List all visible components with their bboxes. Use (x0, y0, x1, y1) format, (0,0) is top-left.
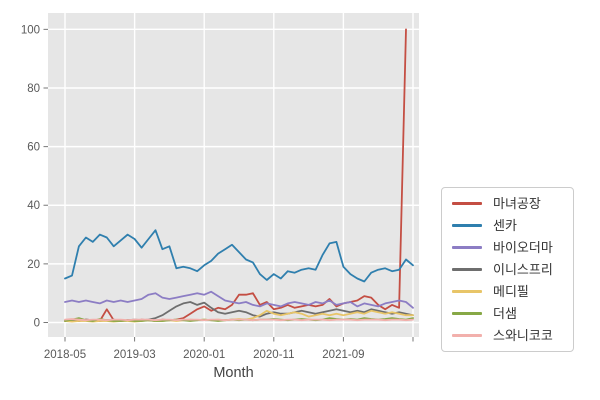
legend-label: 이니스프리 (493, 262, 553, 277)
legend-label: 마녀공장 (493, 196, 541, 211)
x-tick-label: 2021-09 (322, 349, 364, 361)
legend-line-swatch (452, 268, 482, 271)
y-tick-label: 80 (27, 83, 40, 95)
legend-item-2: 바이오더마 (452, 240, 563, 255)
x-axis-title: Month (213, 365, 253, 381)
x-tick-label: 2018-05 (44, 349, 86, 361)
series-line-2 (64, 290, 414, 309)
x-tick-label: 2019-03 (113, 349, 155, 361)
plot-panel (48, 13, 419, 337)
y-tick-label: 40 (27, 200, 40, 212)
y-tick-label: 100 (21, 24, 40, 36)
legend-label: 센카 (493, 218, 517, 233)
legend-line-swatch (452, 312, 482, 315)
series-line-6 (64, 318, 414, 322)
legend-item-6: 스와니코코 (452, 328, 563, 343)
legend-item-0: 마녀공장 (452, 196, 563, 211)
x-tick-label: 2020-11 (253, 349, 294, 361)
legend-label: 메디필 (493, 284, 529, 299)
legend-line-swatch (452, 290, 482, 293)
legend-item-4: 메디필 (452, 284, 563, 299)
legend-item-5: 더샘 (452, 306, 563, 321)
legend-line-swatch (452, 224, 482, 227)
legend-item-3: 이니스프리 (452, 262, 563, 277)
y-tick-label: 60 (27, 142, 40, 154)
legend-line-swatch (452, 246, 482, 249)
legend-line-swatch (452, 334, 482, 337)
y-tick-label: 20 (27, 259, 40, 271)
legend-item-1: 센카 (452, 218, 563, 233)
series-line-1 (64, 229, 414, 283)
legend-label: 스와니코코 (493, 328, 553, 343)
legend-label: 더샘 (493, 306, 517, 321)
legend-label: 바이오더마 (493, 240, 553, 255)
legend-line-swatch (452, 202, 482, 205)
x-tick-label: 2020-01 (183, 349, 225, 361)
y-tick-label: 0 (34, 318, 40, 330)
